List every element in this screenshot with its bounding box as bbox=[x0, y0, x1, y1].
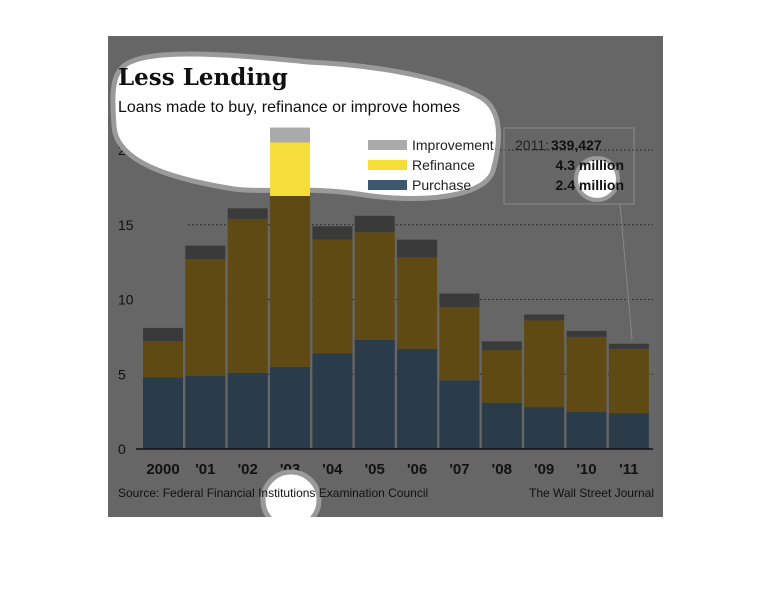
x-tick-label: 2000 bbox=[146, 461, 179, 478]
bar-purchase-0 bbox=[143, 377, 183, 449]
highlighted-2003-bar bbox=[270, 127, 311, 196]
bar-purchase-6 bbox=[397, 348, 438, 449]
legend-label-refinance: Refinance bbox=[412, 157, 475, 173]
y-tick-label: 10 bbox=[118, 292, 134, 308]
bar-2003-refinance-highlight bbox=[270, 142, 311, 196]
chart-subtitle: Loans made to buy, refinance or improve … bbox=[118, 99, 460, 116]
bar-improvement-10 bbox=[566, 330, 607, 337]
bar-refinance-8 bbox=[481, 350, 522, 403]
bar-purchase-2 bbox=[227, 372, 268, 449]
bar-refinance-4 bbox=[312, 239, 353, 354]
y-tick-label: 15 bbox=[118, 217, 134, 233]
bar-refinance-5 bbox=[354, 232, 395, 340]
bar-refinance-7 bbox=[439, 306, 480, 381]
bar-purchase-3 bbox=[270, 366, 311, 449]
bar-improvement-4 bbox=[312, 226, 353, 240]
bar-purchase-1 bbox=[185, 375, 226, 449]
annotation-2011: 2011: 339,427 4.3 million 2.4 million bbox=[503, 127, 635, 205]
x-tick-label: '11 bbox=[619, 461, 638, 478]
bar-refinance-10 bbox=[566, 336, 607, 412]
bar-refinance-0 bbox=[143, 341, 183, 378]
x-tick-label: '04 bbox=[322, 461, 343, 478]
bar-improvement-5 bbox=[354, 215, 395, 233]
annotation-improvement-value: 339,427 bbox=[551, 137, 602, 153]
bar-improvement-11 bbox=[608, 343, 649, 349]
annotation-purchase-value: 2.4 million bbox=[556, 177, 624, 193]
legend-swatch-improvement bbox=[368, 140, 407, 150]
bar-purchase-5 bbox=[354, 339, 395, 449]
legend: Improvement Refinance Purchase bbox=[368, 137, 494, 193]
bar-refinance-11 bbox=[608, 348, 649, 414]
bar-purchase-11 bbox=[608, 413, 649, 449]
bar-refinance-9 bbox=[524, 320, 565, 408]
bar-purchase-7 bbox=[439, 380, 480, 449]
legend-label-improvement: Improvement bbox=[412, 137, 494, 153]
bar-purchase-4 bbox=[312, 353, 353, 449]
bar-improvement-9 bbox=[524, 314, 565, 321]
annotation-highlight-circle bbox=[574, 156, 620, 202]
bar-purchase-9 bbox=[524, 407, 565, 449]
x-tick-label: '06 bbox=[407, 461, 427, 478]
bar-purchase-8 bbox=[481, 402, 522, 449]
x-tick-label: '08 bbox=[492, 461, 512, 478]
x-tick-label: '07 bbox=[449, 461, 469, 478]
bar-improvement-8 bbox=[481, 341, 522, 351]
bar-improvement-7 bbox=[439, 293, 480, 307]
annotation-refinance-value: 4.3 million bbox=[556, 157, 624, 173]
bar-refinance-2 bbox=[227, 218, 268, 373]
legend-swatch-refinance bbox=[368, 160, 407, 170]
bar-refinance-1 bbox=[185, 259, 226, 376]
bar-improvement-0 bbox=[143, 327, 183, 342]
y-tick-label: 0 bbox=[118, 441, 126, 457]
legend-swatch-purchase bbox=[368, 180, 407, 190]
annotation-box bbox=[503, 127, 635, 205]
x-tick-label: '01 bbox=[195, 461, 215, 478]
x-tick-label: '05 bbox=[365, 461, 385, 478]
x-tick-label: '02 bbox=[238, 461, 258, 478]
bar-improvement-2 bbox=[227, 208, 268, 219]
x-tick-label: '09 bbox=[534, 461, 554, 478]
chart-title: Less Lending bbox=[118, 64, 288, 91]
bar-improvement-1 bbox=[185, 245, 226, 260]
bar-improvement-6 bbox=[397, 239, 438, 258]
annotation-year-label: 2011: bbox=[515, 137, 549, 153]
source-note: Source: Federal Financial Institutions E… bbox=[118, 486, 428, 500]
legend-label-purchase: Purchase bbox=[412, 177, 471, 193]
y-tick-label: 5 bbox=[118, 366, 126, 382]
annotation-leader-line bbox=[619, 203, 633, 340]
axis-highlight-circle bbox=[260, 469, 322, 517]
bar-refinance-6 bbox=[397, 257, 438, 349]
bar-2003-improvement-highlight bbox=[270, 127, 311, 143]
x-tick-label: '10 bbox=[576, 461, 596, 478]
bar-purchase-10 bbox=[566, 411, 607, 449]
publisher-credit: The Wall Street Journal bbox=[529, 486, 654, 500]
